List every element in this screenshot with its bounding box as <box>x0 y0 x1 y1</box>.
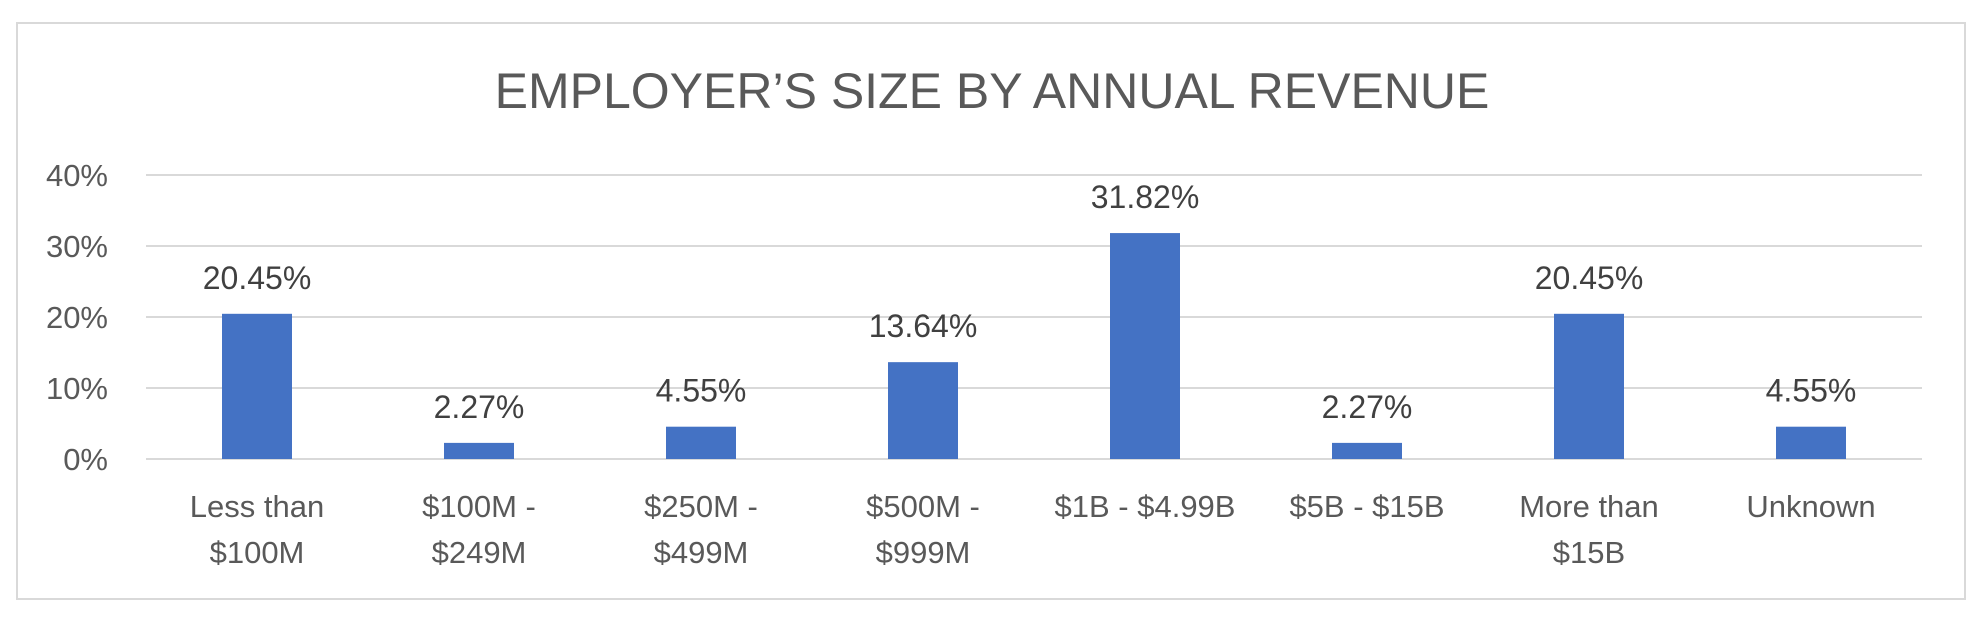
y-tick-label: 0% <box>63 442 108 477</box>
x-tick-label: $5B - $15B <box>1289 489 1444 524</box>
x-tick-label-line: $15B <box>1553 535 1625 570</box>
bar <box>1110 233 1180 459</box>
x-tick-label-line: More than <box>1519 489 1659 524</box>
x-tick-label-line: $250M - <box>644 489 758 524</box>
bar <box>1554 313 1624 459</box>
y-axis-ticks: 0% 10% 20% 30% 40% <box>46 158 108 477</box>
x-tick-label: $500M - $999M <box>866 489 980 570</box>
data-label: 2.27% <box>1322 389 1413 425</box>
x-tick-label: More than $15B <box>1519 489 1659 570</box>
x-tick-label: $100M - $249M <box>422 489 536 570</box>
data-label: 4.55% <box>1766 373 1857 409</box>
x-tick-label-line: Less than <box>190 489 324 524</box>
y-tick-label: 40% <box>46 158 108 193</box>
data-label: 20.45% <box>1535 260 1644 296</box>
bar <box>888 362 958 459</box>
bar <box>1776 426 1846 459</box>
data-label: 13.64% <box>869 308 978 344</box>
y-tick-label: 10% <box>46 371 108 406</box>
bar <box>444 442 514 459</box>
x-tick-label-line: $499M <box>654 535 749 570</box>
data-label: 20.45% <box>203 260 312 296</box>
bar <box>222 313 292 459</box>
x-tick-label-line: $999M <box>876 535 971 570</box>
x-tick-label-line: $100M <box>210 535 305 570</box>
x-tick-label: $1B - $4.99B <box>1055 489 1236 524</box>
data-label: 4.55% <box>656 373 747 409</box>
x-tick-label: Less than $100M <box>190 489 324 570</box>
bar <box>666 426 736 459</box>
data-labels: 20.45% 2.27% 4.55% 13.64% 31.82% 2.27% 20.45% 4… <box>203 179 1857 425</box>
x-tick-label: $250M - $499M <box>644 489 758 570</box>
chart-title: EMPLOYER’S SIZE BY ANNUAL REVENUE <box>495 63 1490 119</box>
gridlines <box>146 174 1922 460</box>
y-tick-label: 30% <box>46 229 108 264</box>
bar <box>1332 442 1402 459</box>
x-tick-label: Unknown <box>1746 489 1875 524</box>
data-label: 31.82% <box>1091 179 1200 215</box>
x-tick-label-line: $1B - $4.99B <box>1055 489 1236 524</box>
bars <box>222 233 1846 459</box>
y-tick-label: 20% <box>46 300 108 335</box>
chart-frame <box>16 22 1966 600</box>
x-tick-label-line: $100M - <box>422 489 536 524</box>
x-tick-label-line: $5B - $15B <box>1289 489 1444 524</box>
data-label: 2.27% <box>434 389 525 425</box>
x-tick-label-line: $500M - <box>866 489 980 524</box>
x-tick-label-line: Unknown <box>1746 489 1875 524</box>
x-axis-ticks: Less than $100M $100M - $249M $250M - $499M $5… <box>190 489 1876 570</box>
x-tick-label-line: $249M <box>432 535 527 570</box>
